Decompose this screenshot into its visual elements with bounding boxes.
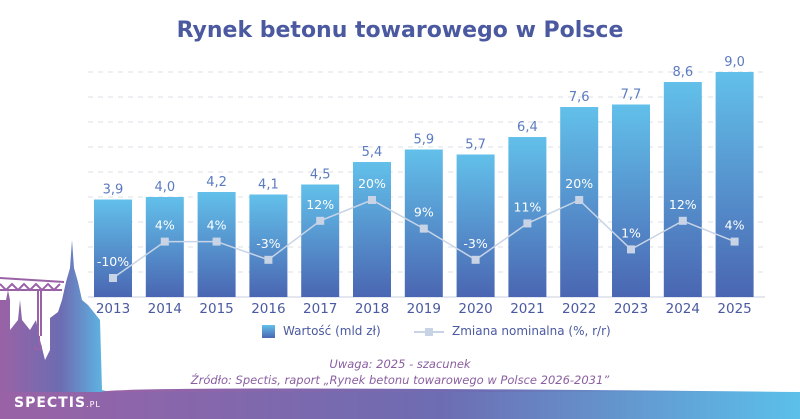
line-point-marker xyxy=(109,274,117,282)
bar-value-label: 4,5 xyxy=(310,168,331,183)
line-point-marker xyxy=(160,237,169,246)
line-value-label: -10% xyxy=(97,254,129,269)
line-point-marker xyxy=(316,216,325,225)
line-point-marker xyxy=(523,219,532,228)
line-point-marker xyxy=(264,255,273,264)
x-tick-label: 2015 xyxy=(199,301,233,317)
x-tick-label: 2024 xyxy=(666,301,700,317)
bar-value-label: 7,7 xyxy=(621,88,642,103)
legend-item-bars: Wartość (mld zł) xyxy=(262,324,381,338)
source-note: Źródło: Spectis, raport „Rynek betonu to… xyxy=(190,373,610,387)
line-point-marker xyxy=(678,216,687,225)
x-tick-label: 2017 xyxy=(303,301,337,317)
line-value-label: -3% xyxy=(256,236,280,251)
brand-suffix: .PL xyxy=(86,400,101,409)
line-value-label: -3% xyxy=(463,236,487,251)
city-skyline-decoration xyxy=(0,240,110,392)
x-tick-label: 2020 xyxy=(458,301,492,317)
bar-value-label: 5,9 xyxy=(413,133,434,148)
line-value-label: 4% xyxy=(207,218,227,233)
bar xyxy=(249,194,288,297)
x-tick-label: 2025 xyxy=(717,301,751,317)
line-point-marker xyxy=(212,237,221,246)
x-tick-label: 2018 xyxy=(355,301,389,317)
bar xyxy=(301,184,340,297)
line-point-marker xyxy=(419,224,428,233)
line-point-marker xyxy=(575,196,584,204)
legend-item-line: Zmiana nominalna (%, r/r) xyxy=(414,324,611,338)
bar xyxy=(145,197,184,297)
bar-value-label: 7,6 xyxy=(569,90,590,105)
line-point-marker xyxy=(471,255,480,264)
line-value-label: 12% xyxy=(669,197,697,212)
line-value-label: 9% xyxy=(414,205,434,220)
brand-logo: SPECTIS.PL xyxy=(14,395,101,411)
bar xyxy=(456,154,495,297)
brand-name: SPECTIS xyxy=(14,395,87,411)
line-point-marker xyxy=(368,196,376,204)
x-tick-label: 2023 xyxy=(614,301,648,317)
bar-value-label: 4,1 xyxy=(258,178,279,193)
x-tick-label: 2014 xyxy=(148,301,182,317)
bar xyxy=(663,82,702,297)
bar-value-label: 5,4 xyxy=(362,145,383,160)
bar xyxy=(353,162,391,297)
bar-value-label: 5,7 xyxy=(465,138,486,153)
line-point-marker xyxy=(730,237,739,246)
line-point-marker xyxy=(627,245,635,254)
bar-value-label: 8,6 xyxy=(672,65,693,80)
bar-value-label: 9,0 xyxy=(724,55,745,70)
legend-bars-label: Wartość (mld zł) xyxy=(283,324,381,338)
chart-title: Rynek betonu towarowego w Polsce xyxy=(176,18,624,43)
legend-line-label: Zmiana nominalna (%, r/r) xyxy=(452,324,611,338)
bar-value-label: 6,4 xyxy=(517,120,538,135)
line-value-label: 20% xyxy=(565,176,593,191)
bar xyxy=(404,149,443,297)
bar xyxy=(612,104,650,297)
x-tick-label: 2019 xyxy=(407,301,441,317)
line-value-label: 11% xyxy=(514,199,542,214)
footer-band xyxy=(0,392,800,419)
bar xyxy=(94,199,132,297)
x-tick-label: 2022 xyxy=(562,301,596,317)
bar-value-label: 3,9 xyxy=(103,183,124,198)
legend-line-swatch-icon xyxy=(414,325,444,338)
line-value-label: 12% xyxy=(306,197,334,212)
line-value-label: 4% xyxy=(725,218,745,233)
x-tick-label: 2021 xyxy=(510,301,544,317)
line-value-label: 4% xyxy=(155,218,175,233)
remark-note: Uwaga: 2025 - szacunek xyxy=(329,357,471,371)
legend-bar-swatch-icon xyxy=(262,324,275,338)
bar-value-label: 4,2 xyxy=(206,175,227,190)
bar xyxy=(715,72,754,297)
bar-value-label: 4,0 xyxy=(154,180,175,195)
line-value-label: 1% xyxy=(621,225,641,240)
line-value-label: 20% xyxy=(358,176,386,191)
x-tick-label: 2013 xyxy=(96,301,130,317)
x-tick-label: 2016 xyxy=(251,301,285,317)
